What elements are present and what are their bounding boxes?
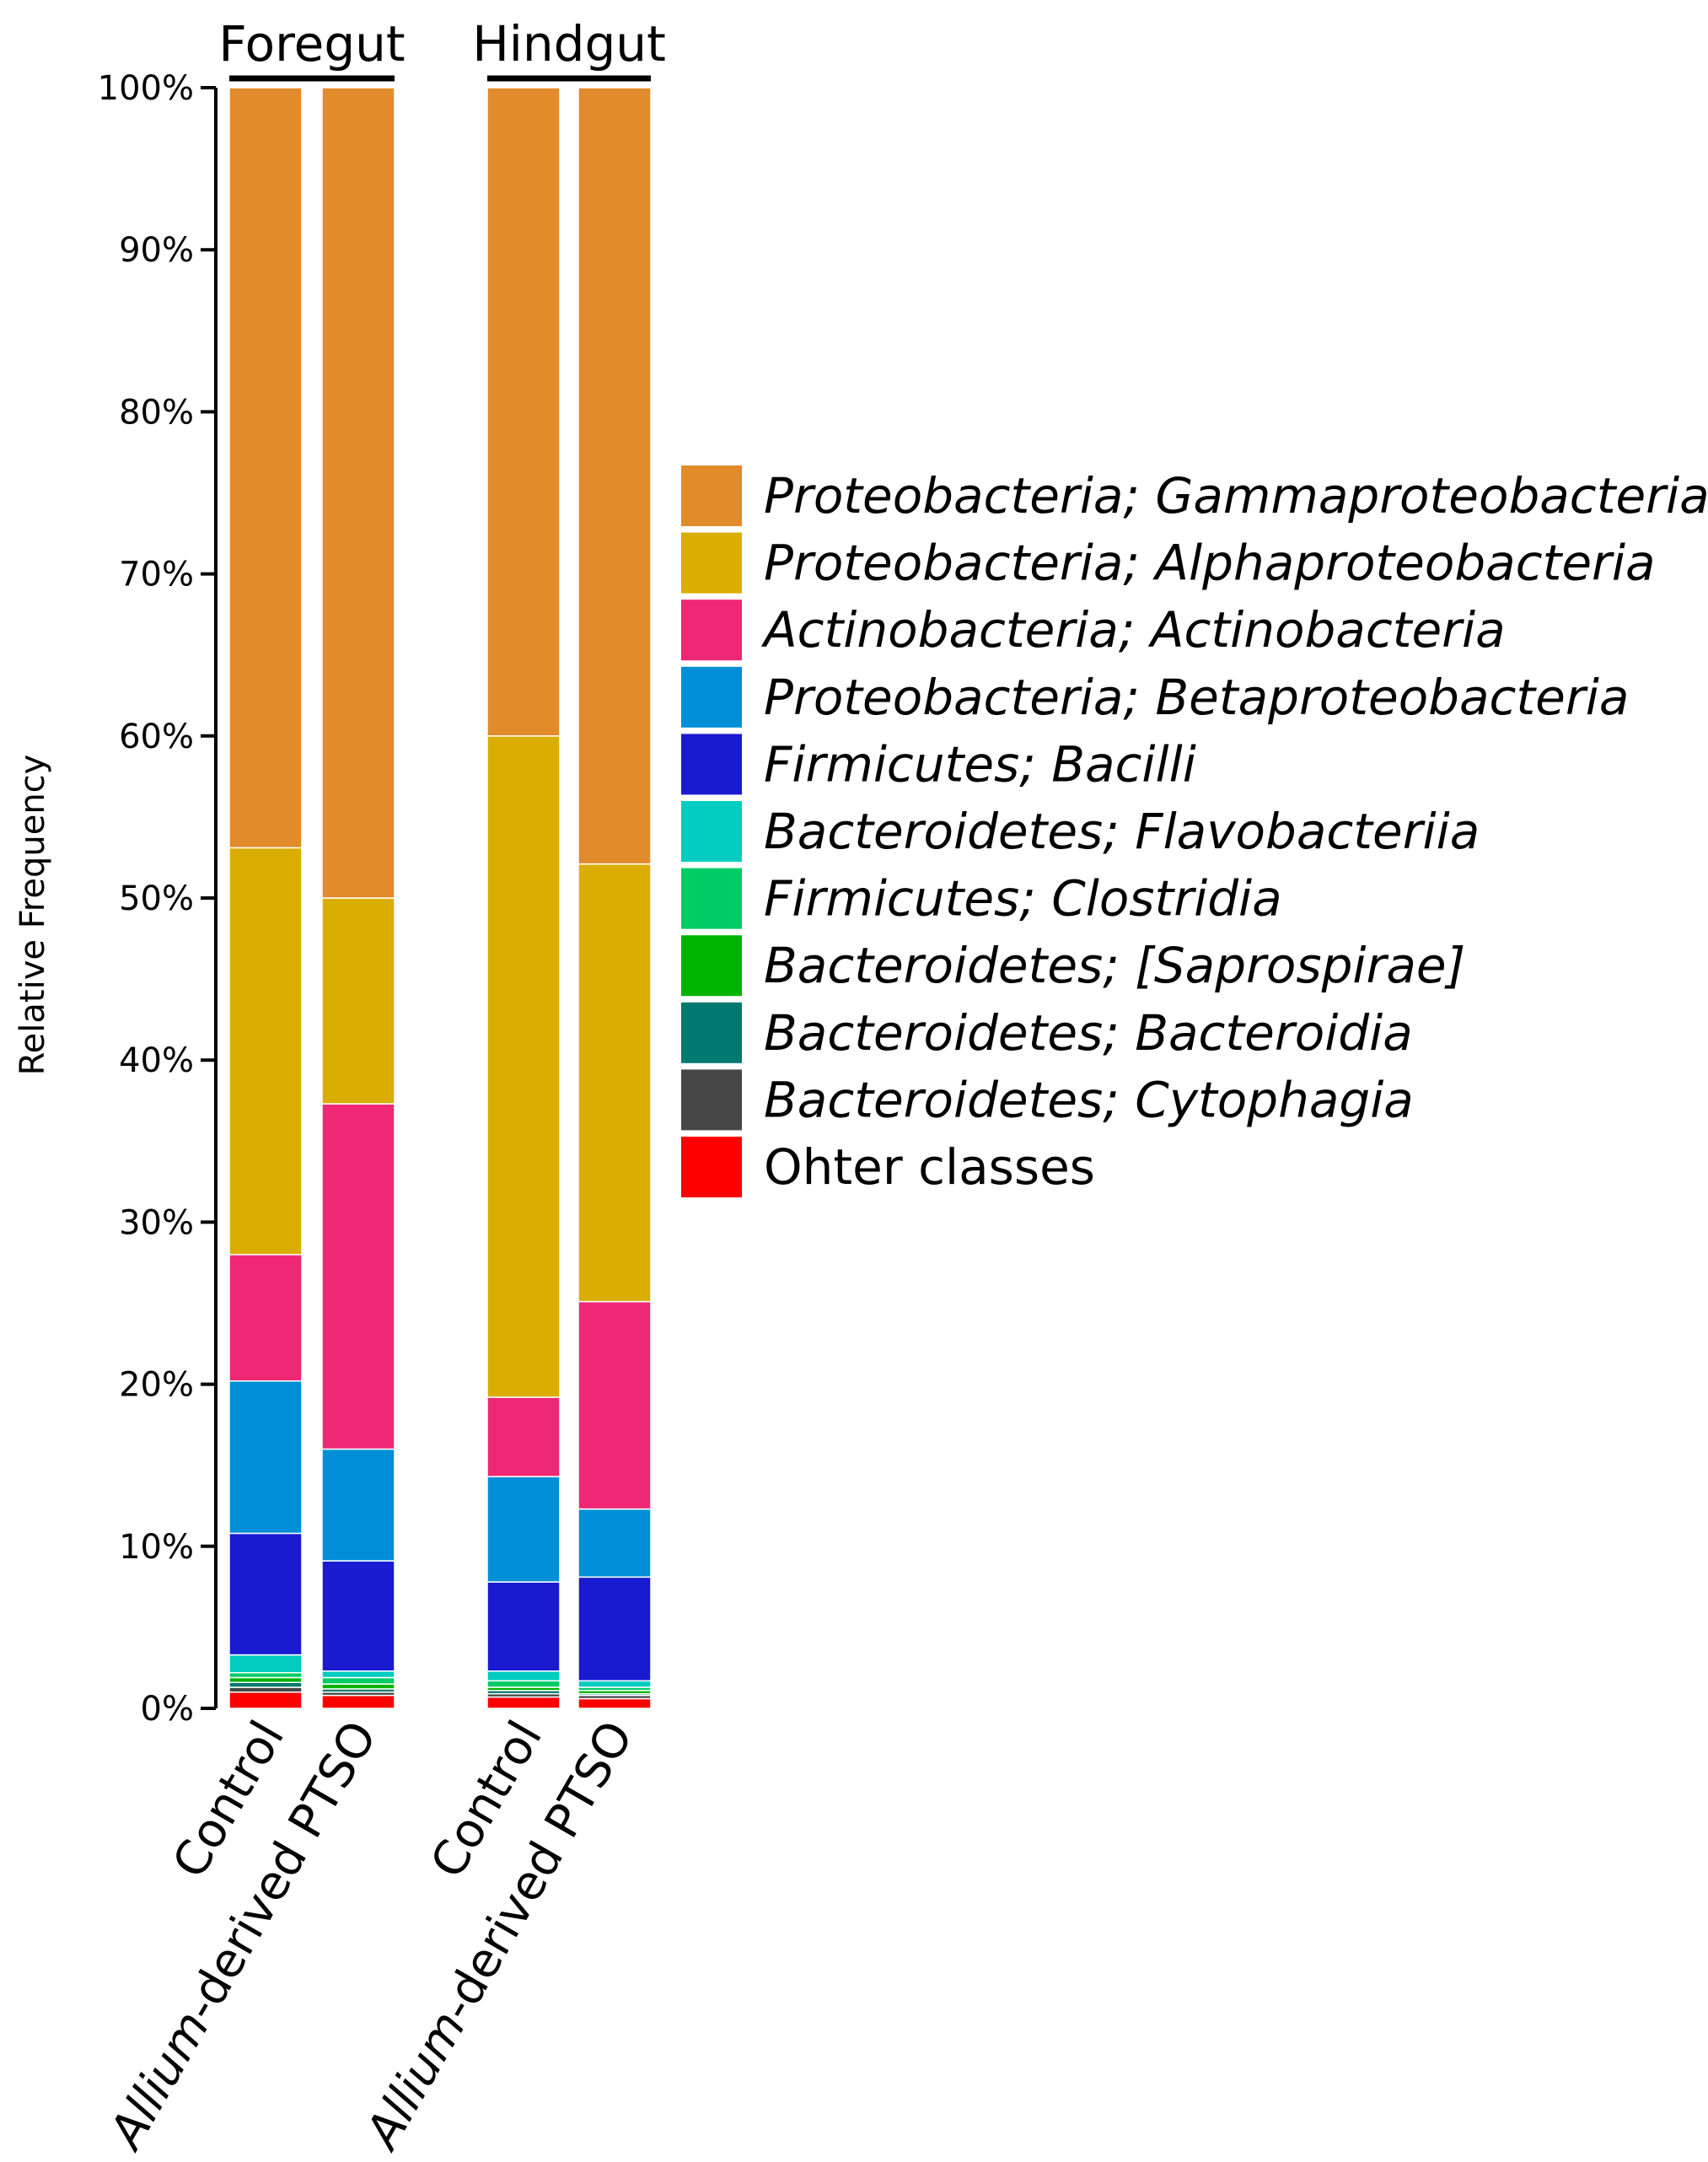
y-tick-label: 20% (119, 1366, 194, 1405)
legend-swatch (681, 734, 742, 795)
group-title: Hindgut (472, 15, 666, 73)
y-tick-label: 30% (119, 1203, 194, 1242)
legend-label: Proteobacteria; Alphaproteobacteria (764, 535, 1656, 592)
legend-label: Proteobacteria; Betaproteobacteria (764, 669, 1629, 726)
bar-segment (228, 1654, 303, 1674)
y-tick-label: 100% (98, 69, 194, 108)
y-tick-label: 90% (119, 231, 194, 270)
legend-swatch (681, 1002, 742, 1063)
bar-segment (486, 1670, 561, 1682)
legend-swatch (681, 935, 742, 997)
legend-swatch (681, 801, 742, 862)
bar-segment (321, 1103, 395, 1450)
legend-swatch (681, 868, 742, 929)
y-tick-label: 60% (119, 718, 194, 756)
bar-segment (577, 1508, 652, 1578)
bar-segment (321, 1676, 395, 1685)
bar-segment (577, 1680, 652, 1688)
legend-label: Firmicutes; Clostridia (764, 870, 1282, 928)
bar-segment (228, 1676, 303, 1683)
y-axis-title: Relative Frequency (13, 755, 52, 1076)
bar-segment (228, 1532, 303, 1656)
bar-segment (321, 1694, 395, 1709)
legend-swatch (681, 465, 742, 526)
y-tick-label: 70% (119, 556, 194, 594)
y-tick-label: 50% (119, 879, 194, 918)
bar-segment (486, 1396, 561, 1477)
bar-segment (321, 1448, 395, 1562)
legend-label: Ohter classes (764, 1138, 1095, 1196)
y-tick-label: 80% (119, 393, 194, 432)
legend-label: Firmicutes; Bacilli (764, 735, 1196, 793)
bar-segment (577, 863, 652, 1303)
bar-segment (228, 1686, 303, 1693)
bar-segment (228, 1671, 303, 1679)
bar-segment (486, 1476, 561, 1583)
bar-segment (577, 87, 652, 865)
y-tick-label: 40% (119, 1041, 194, 1080)
bar-segment (321, 87, 395, 899)
y-tick-label: 10% (119, 1528, 194, 1567)
bar-segment (486, 87, 561, 737)
legend-label: Bacteroidetes; [Saprospirae] (764, 937, 1465, 994)
bar-segment (321, 1560, 395, 1672)
bar-segment (486, 735, 561, 1398)
legend-swatch (681, 1069, 742, 1131)
legend-label: Bacteroidetes; Cytophagia (764, 1071, 1414, 1128)
bar-segment (228, 1380, 303, 1535)
group-headers: Foregut Hindgut (218, 15, 666, 82)
bar-segment (228, 1254, 303, 1382)
bar-segment (486, 1581, 561, 1672)
legend-swatch (681, 532, 742, 594)
y-tick-label: 0% (141, 1690, 194, 1729)
bar-segment (577, 1697, 652, 1709)
bar-segment (228, 1691, 303, 1709)
legend-label: Actinobacteria; Actinobacteria (760, 601, 1506, 659)
bar-segment (577, 1576, 652, 1682)
bar-segment (577, 1300, 652, 1510)
y-axis: 0% 10% 20% 30% 40% 50% 60% 70% 80% 90% 100% (98, 69, 218, 1729)
bar-segment (321, 1670, 395, 1679)
legend: Proteobacteria; Gammaproteobacteria Prote… (681, 465, 1708, 1197)
legend-label: Proteobacteria; Gammaproteobacteria (764, 467, 1708, 524)
legend-swatch (681, 600, 742, 661)
legend-label: Bacteroidetes; Flavobacteriia (764, 803, 1480, 860)
bar-segment (321, 897, 395, 1105)
legend-label: Bacteroidetes; Bacteroidia (764, 1004, 1413, 1062)
group-title: Foregut (218, 15, 405, 73)
bar-segment (321, 1683, 395, 1690)
bar-segment (228, 87, 303, 849)
legend-swatch (681, 1137, 742, 1197)
bar-segment (486, 1680, 561, 1688)
legend-swatch (681, 666, 742, 728)
bar-segment (228, 1681, 303, 1688)
bar-segment (486, 1696, 561, 1709)
bar-segment (228, 847, 303, 1256)
bars-layer (228, 87, 652, 1709)
